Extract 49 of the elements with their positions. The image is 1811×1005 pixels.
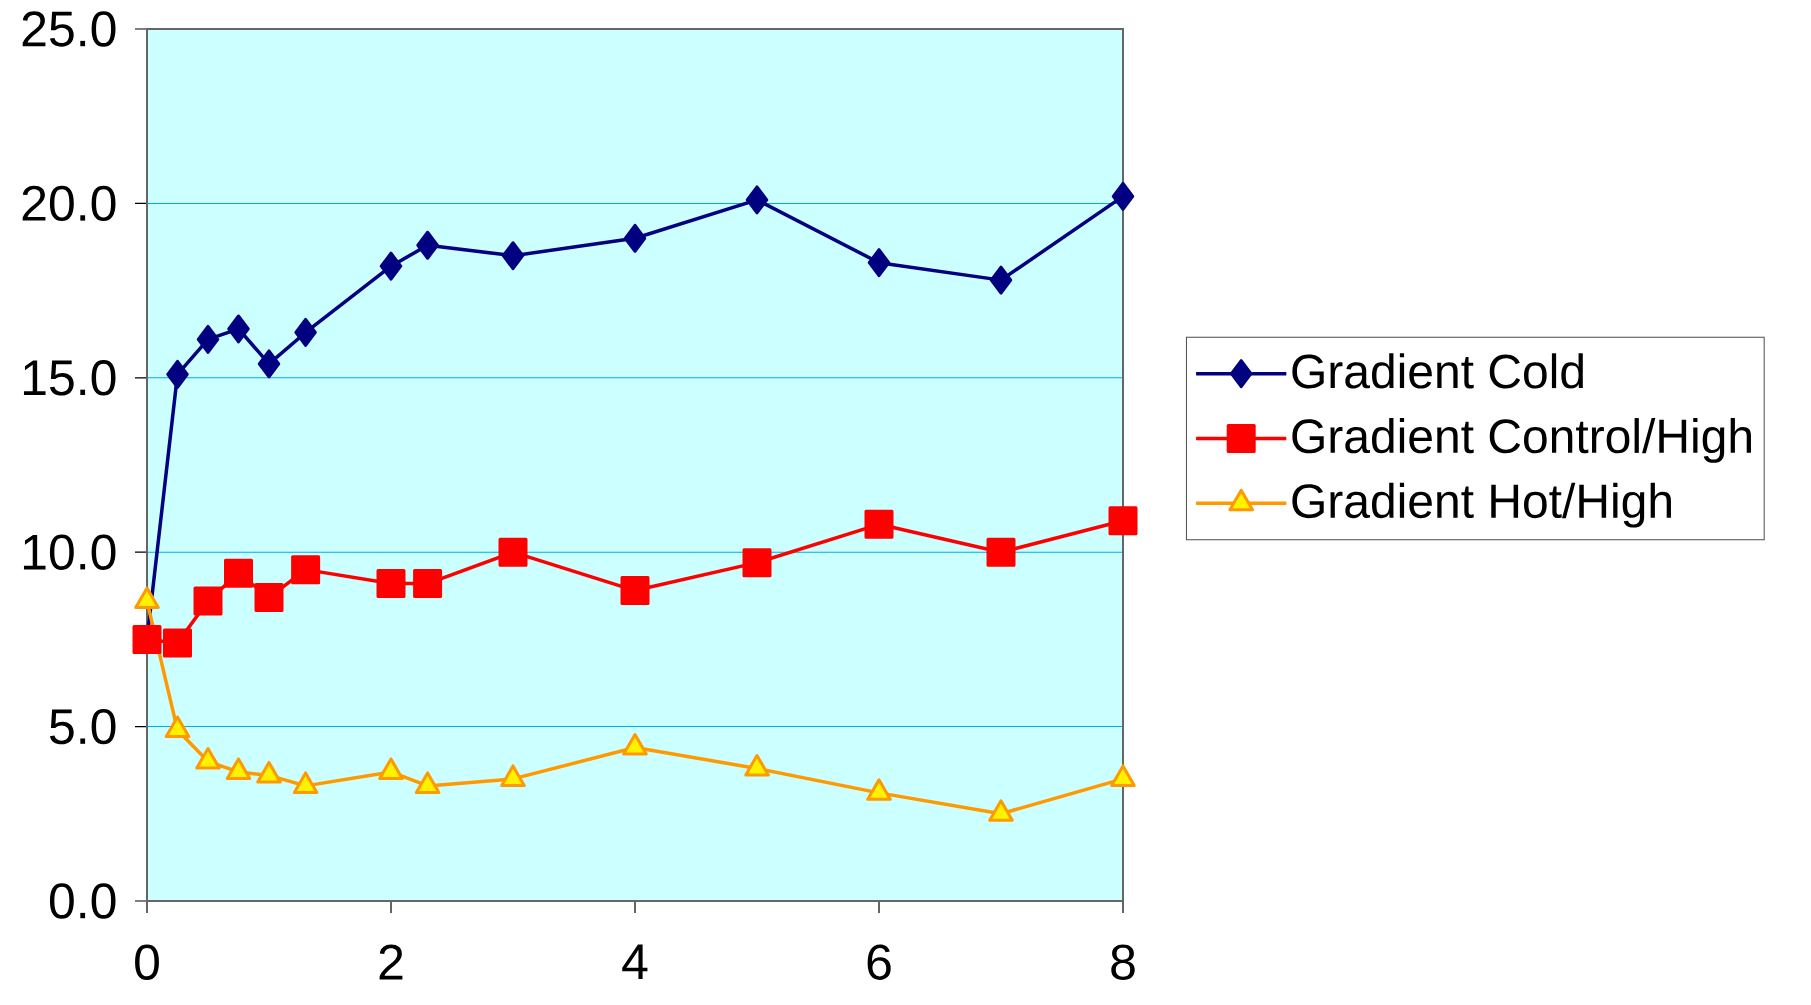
point: [623, 223, 647, 253]
point: [378, 757, 404, 780]
y-tick-label: 0.0: [49, 883, 116, 919]
point: [416, 230, 439, 260]
point: [379, 251, 403, 281]
point: [294, 317, 317, 347]
point: [498, 537, 528, 567]
point: [866, 778, 892, 801]
point: [867, 248, 891, 278]
point: [1111, 181, 1135, 211]
point: [224, 558, 254, 588]
y-tick-label: 10.0: [23, 534, 116, 570]
point: [227, 314, 250, 344]
point: [744, 753, 770, 777]
point: [291, 555, 321, 585]
point: [225, 757, 252, 780]
point: [134, 586, 160, 610]
y-tick-label: 20.0: [22, 185, 116, 222]
point: [622, 733, 648, 756]
point: [196, 324, 220, 354]
x-tick-label: 8: [1111, 944, 1135, 980]
point: [745, 185, 769, 215]
point: [292, 771, 319, 794]
legend-label: Gradient Cold: [1292, 353, 1583, 389]
x-tick-label: 0: [135, 944, 159, 980]
point: [500, 764, 526, 787]
point: [501, 241, 525, 271]
point: [193, 586, 223, 616]
point: [257, 349, 281, 379]
point: [414, 771, 441, 794]
y-tick-label: 15.0: [23, 360, 116, 396]
y-tick-label: 25.0: [22, 11, 116, 47]
point: [166, 359, 189, 389]
point: [742, 548, 772, 578]
x-tick-label: 4: [622, 944, 648, 979]
point: [986, 537, 1016, 567]
point: [195, 746, 221, 770]
legend-label: Gradient Control/High: [1292, 418, 1751, 463]
legend-label: Gradient Hot/High: [1292, 482, 1671, 528]
x-tick-label: 2: [379, 944, 403, 980]
point: [864, 509, 894, 539]
point: [989, 265, 1013, 295]
point: [256, 760, 282, 784]
point: [1108, 506, 1138, 536]
point: [988, 799, 1014, 822]
y-tick-label: 5.0: [49, 708, 116, 745]
point: [1110, 764, 1136, 787]
point: [164, 715, 191, 739]
x-tick-label: 6: [867, 944, 891, 980]
